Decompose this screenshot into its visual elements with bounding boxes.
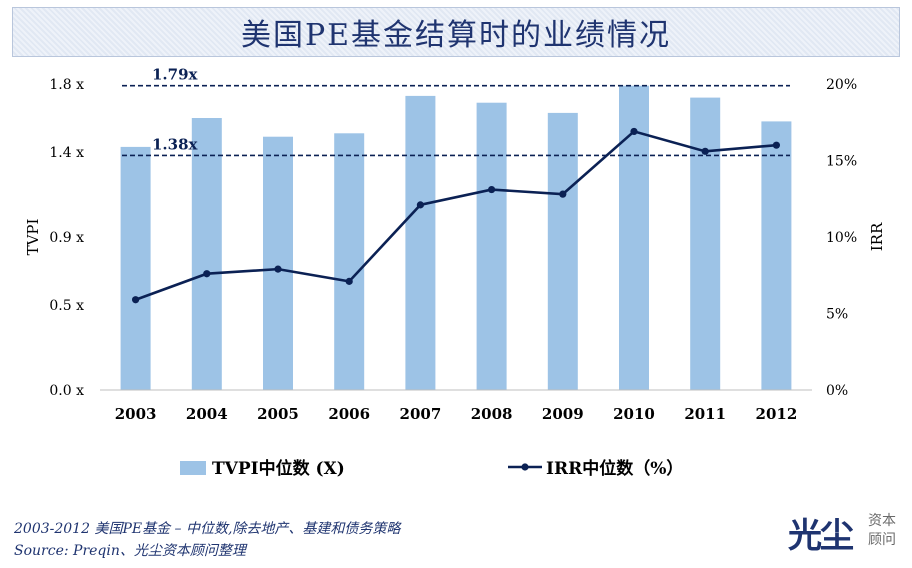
legend-swatch-tvpi [180,461,206,475]
right-axis-label: IRR [868,222,886,251]
bar [191,118,222,390]
x-tick-label: 2009 [542,405,584,423]
right-tick-label: 0% [826,383,848,399]
chart-area: 1.79x 1.38x 0.0 x 0.5 x 0.9 x 1.4 x 1.8 x 0% 5%… [24,66,886,479]
irr-point [559,190,567,198]
bar-series [120,85,792,391]
left-tick-label: 0.5 x [49,298,84,314]
title-banner: 美国PE基金结算时的业绩情况 [12,7,900,57]
irr-point [132,296,140,304]
source-note-2: Source: Preqin、光尘资本顾问整理 [14,543,246,559]
irr-point [488,185,496,194]
right-tick-label: 15% [826,154,857,170]
irr-point [416,201,424,209]
x-tick-label: 2012 [756,405,798,423]
legend-swatch-irr-point [521,463,529,471]
left-axis-label: TVPI [24,218,42,255]
x-tick-label: 2008 [471,405,513,423]
source-note-1: 2003-2012 美国PE基金 – 中位数,除去地产、基建和债务策略 [14,521,401,537]
irr-point [203,270,211,278]
right-tick-label: 10% [826,230,857,246]
left-tick-label: 1.8 x [49,77,84,93]
x-tick-label: 2011 [684,405,726,423]
x-tick-label: 2005 [257,405,299,423]
right-tick-label: 5% [826,307,848,323]
logo-sub-text-1: 资本 [868,513,896,529]
bar [476,102,507,390]
bar [690,97,721,390]
chart-title: 美国PE基金结算时的业绩情况 [240,18,672,53]
bar [120,146,151,390]
logo-sub-text-2: 顾问 [868,532,896,548]
x-tick-label: 2004 [186,405,228,423]
legend-label-tvpi: TVPI中位数 (X) [212,458,345,479]
x-tick-label: 2007 [400,405,442,423]
left-tick-label: 0.9 x [49,230,84,246]
bar [619,85,649,390]
reference-label: 1.38x [152,135,199,153]
legend: TVPI中位数 (X) IRR中位数（%） [180,458,683,479]
line-series [132,127,781,304]
irr-point [345,277,353,285]
reference-lines: 1.79x 1.38x [122,66,790,157]
x-tick-label: 2006 [328,405,370,423]
bar [547,112,578,391]
logo-main-text: 光尘 [788,516,854,556]
x-tick-label: 2010 [613,405,655,423]
left-tick-label: 0.0 x [49,383,84,399]
irr-point [274,265,282,273]
bar [334,133,365,391]
irr-point [701,147,709,155]
left-tick-label: 1.4 x [49,145,84,161]
bar [405,95,436,391]
right-tick-label: 20% [826,77,857,93]
company-logo: 光尘 资本 顾问 [788,508,902,556]
legend-label-irr: IRR中位数（%） [546,458,683,479]
irr-point [630,127,638,136]
bar [263,136,293,390]
irr-line [135,129,777,301]
axes: 0.0 x 0.5 x 0.9 x 1.4 x 1.8 x 0% 5% 10% 15% 20% 20… [24,77,886,423]
irr-point [772,141,781,149]
bar [761,121,792,391]
x-tick-label: 2003 [115,405,157,423]
reference-label: 1.79x [152,66,199,84]
